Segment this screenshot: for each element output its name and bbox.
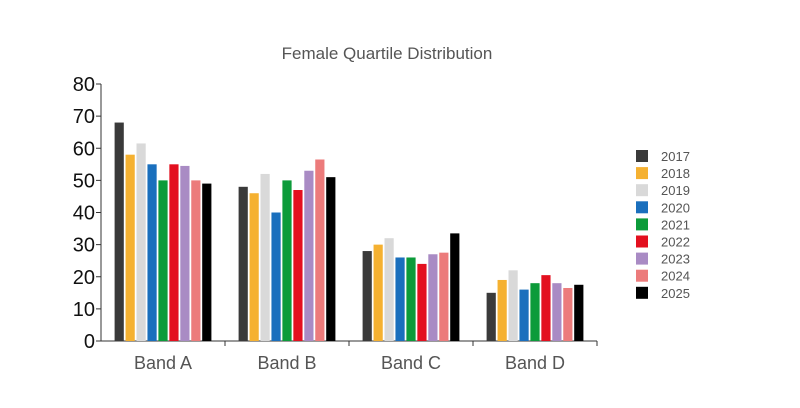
legend-label: 2020	[661, 200, 690, 215]
y-tick-label: 30	[73, 235, 95, 257]
legend-item: 2018	[636, 166, 690, 181]
legend-item: 2025	[636, 286, 690, 301]
legend-item: 2022	[636, 235, 690, 250]
legend-label: 2023	[661, 252, 690, 267]
bar	[260, 173, 270, 341]
x-tick-label: Band A	[134, 353, 192, 373]
bar	[486, 292, 496, 341]
legend-item: 2020	[636, 200, 690, 215]
bar	[508, 270, 518, 341]
y-tick-label: 40	[73, 203, 95, 225]
bar	[136, 143, 146, 341]
legend: 2017 2018 2019 2020 2021 2022 2023 2024 2025	[636, 149, 690, 301]
bar	[180, 165, 190, 341]
y-tick-label: 0	[84, 331, 95, 353]
bar	[249, 193, 259, 341]
legend-swatch	[636, 269, 648, 282]
bar	[238, 186, 248, 341]
bar	[384, 238, 394, 341]
y-tick-label: 20	[73, 267, 95, 289]
bar	[541, 275, 551, 341]
legend-item: 2021	[636, 217, 690, 232]
bar	[519, 289, 529, 341]
chart-title: Female Quartile Distribution	[282, 44, 493, 63]
bar	[395, 257, 405, 341]
legend-swatch	[636, 201, 648, 214]
legend-label: 2022	[661, 235, 690, 250]
legend-label: 2018	[661, 166, 690, 181]
legend-label: 2017	[661, 149, 690, 164]
axes: 0 10 20 30 40 50 60 70 80 Band A Band B Band C Band …	[73, 74, 598, 373]
bar	[417, 263, 427, 341]
legend-swatch	[636, 184, 648, 197]
bar	[362, 251, 372, 341]
bar	[191, 180, 201, 342]
y-tick-label: 70	[73, 106, 95, 128]
bar	[202, 183, 212, 341]
legend-swatch	[636, 286, 648, 299]
legend-swatch	[636, 150, 648, 162]
legend-swatch	[636, 167, 648, 180]
bar	[552, 283, 562, 341]
bar	[125, 154, 135, 341]
bar	[315, 159, 325, 341]
bar	[147, 164, 157, 341]
legend-item: 2023	[636, 252, 690, 267]
legend-swatch	[636, 218, 648, 231]
bar	[406, 257, 416, 341]
legend-swatch	[636, 252, 648, 265]
bar	[282, 180, 292, 342]
bar	[439, 252, 449, 341]
legend-swatch	[636, 235, 648, 248]
x-tick-label: Band B	[257, 353, 316, 373]
bar	[530, 283, 540, 341]
legend-label: 2019	[661, 183, 690, 198]
bar	[563, 287, 573, 341]
x-tick-label: Band D	[505, 353, 565, 373]
bar	[158, 180, 168, 342]
legend-item: 2024	[636, 269, 690, 284]
bar	[304, 170, 314, 341]
legend-label: 2021	[661, 217, 690, 232]
x-tick-label: Band C	[381, 353, 441, 373]
legend-item: 2019	[636, 183, 690, 198]
bar	[169, 164, 179, 341]
legend-label: 2025	[661, 286, 690, 301]
legend-item: 2017	[636, 149, 690, 164]
legend-label: 2024	[661, 269, 690, 284]
y-tick-label: 10	[73, 299, 95, 321]
y-tick-label: 80	[73, 74, 95, 96]
bar	[450, 233, 460, 341]
bar	[574, 284, 584, 341]
bar	[293, 190, 303, 341]
bar	[271, 212, 281, 341]
bar	[373, 244, 383, 342]
bars	[114, 122, 584, 342]
bar	[114, 122, 124, 341]
y-tick-label: 60	[73, 138, 95, 160]
bar	[497, 279, 507, 341]
y-tick-label: 50	[73, 170, 95, 192]
bar	[428, 254, 438, 341]
bar	[326, 177, 336, 341]
